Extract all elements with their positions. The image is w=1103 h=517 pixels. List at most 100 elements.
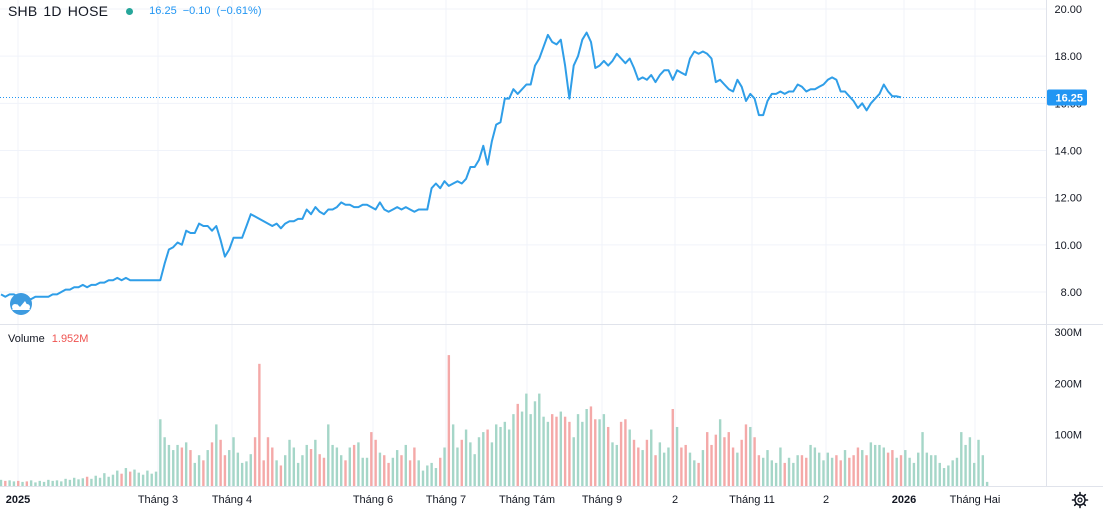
volume-bar: [193, 462, 196, 486]
volume-legend[interactable]: Volume 1.952M: [8, 333, 88, 345]
volume-bar: [533, 401, 537, 486]
volume-value: 1.952M: [51, 333, 89, 345]
volume-bar: [826, 452, 829, 486]
volume-bar: [490, 442, 494, 486]
price-change: −0.10: [182, 5, 211, 17]
time-tick-label: Tháng Hai: [950, 494, 1001, 506]
volume-bar: [370, 432, 373, 486]
volume-bar: [150, 473, 153, 486]
volume-bar: [94, 475, 97, 486]
volume-bar: [374, 439, 377, 486]
volume-bar: [34, 482, 37, 486]
volume-bar: [400, 455, 403, 486]
volume-bar: [210, 442, 214, 486]
volume-bar: [985, 481, 989, 486]
volume-bar: [176, 444, 179, 486]
time-tick-label: Tháng 4: [212, 494, 252, 506]
volume-bar: [960, 432, 963, 486]
volume-bar: [757, 455, 761, 486]
volume-bars: [0, 355, 989, 486]
volume-bar: [38, 480, 41, 486]
volume-bar: [236, 452, 240, 486]
volume-bar: [706, 432, 709, 486]
volume-bar: [891, 450, 894, 486]
volume-bar: [929, 455, 933, 486]
volume-bar: [180, 447, 184, 486]
price-tick-label: 18.00: [1054, 51, 1082, 63]
volume-bar: [624, 419, 627, 486]
volume-bar: [568, 421, 571, 486]
volume-bar: [766, 450, 769, 486]
volume-bar: [779, 447, 782, 486]
symbol-legend[interactable]: SHB 1D HOSE 16.25 −0.10 (−0.61%): [8, 3, 262, 19]
volume-bar: [688, 452, 692, 486]
volume-bar: [413, 447, 416, 486]
volume-bar: [68, 479, 72, 486]
volume-bar: [327, 424, 330, 486]
volume-bar: [546, 421, 550, 486]
price-tick-label: 12.00: [1054, 193, 1082, 205]
volume-bar: [619, 421, 623, 486]
volume-tick-label: 200M: [1054, 378, 1082, 390]
volume-bar: [598, 419, 601, 486]
volume-bar: [520, 411, 524, 486]
volume-bar: [813, 447, 817, 486]
volume-bar: [658, 442, 662, 486]
volume-bar: [262, 460, 265, 486]
volume-bar: [843, 450, 847, 486]
volume-bar: [197, 455, 201, 486]
interval[interactable]: 1D: [43, 3, 62, 19]
volume-bar: [637, 447, 640, 486]
volume-bar: [934, 455, 937, 486]
volume-bar: [331, 444, 334, 486]
live-dot-icon: [126, 7, 134, 15]
volume-bar: [357, 442, 360, 486]
volume-bar: [878, 444, 881, 486]
volume-bar: [947, 465, 950, 486]
volume-bar: [25, 481, 29, 486]
volume-bar: [594, 419, 597, 486]
volume-bar: [942, 468, 946, 486]
volume-tick-label: 300M: [1054, 327, 1082, 339]
cloud-logo-icon[interactable]: [10, 293, 32, 315]
time-tick-label: Tháng 9: [582, 494, 622, 506]
symbol-name[interactable]: SHB: [8, 3, 38, 19]
price-tick-label: 8.00: [1061, 287, 1082, 299]
volume-bar: [417, 460, 420, 486]
gear-icon[interactable]: [1071, 491, 1089, 509]
volume-bar: [895, 457, 898, 486]
volume-bar: [81, 478, 85, 486]
volume-bar: [60, 481, 63, 486]
volume-bar: [228, 450, 231, 486]
volume-bar: [822, 460, 825, 486]
volume-bar: [98, 477, 102, 486]
volume-bar: [240, 462, 244, 486]
volume-bar: [865, 455, 868, 486]
volume-bar: [912, 462, 916, 486]
volume-bar: [628, 429, 631, 486]
volume-bar: [146, 470, 149, 486]
volume-bar: [486, 429, 489, 486]
volume-bar: [77, 479, 80, 486]
time-tick-label: 2: [672, 494, 678, 506]
volume-bar: [542, 416, 545, 486]
volume-bar: [559, 411, 563, 486]
volume-bar: [275, 460, 278, 486]
volume-bar: [128, 471, 132, 486]
volume-bar: [184, 442, 188, 486]
time-tick-label: 2025: [6, 494, 30, 506]
volume-bar: [55, 480, 59, 486]
volume-bar: [137, 472, 140, 486]
volume-bar: [460, 439, 463, 486]
volume-bar: [736, 452, 739, 486]
volume-bar: [309, 449, 313, 486]
volume-bar: [525, 393, 528, 486]
volume-bar: [404, 444, 407, 486]
last-price-label: 16.25: [1047, 89, 1087, 106]
volume-bar: [817, 452, 821, 486]
volume-bar: [675, 426, 679, 486]
volume-bar: [503, 421, 507, 486]
volume-bar: [73, 477, 76, 486]
